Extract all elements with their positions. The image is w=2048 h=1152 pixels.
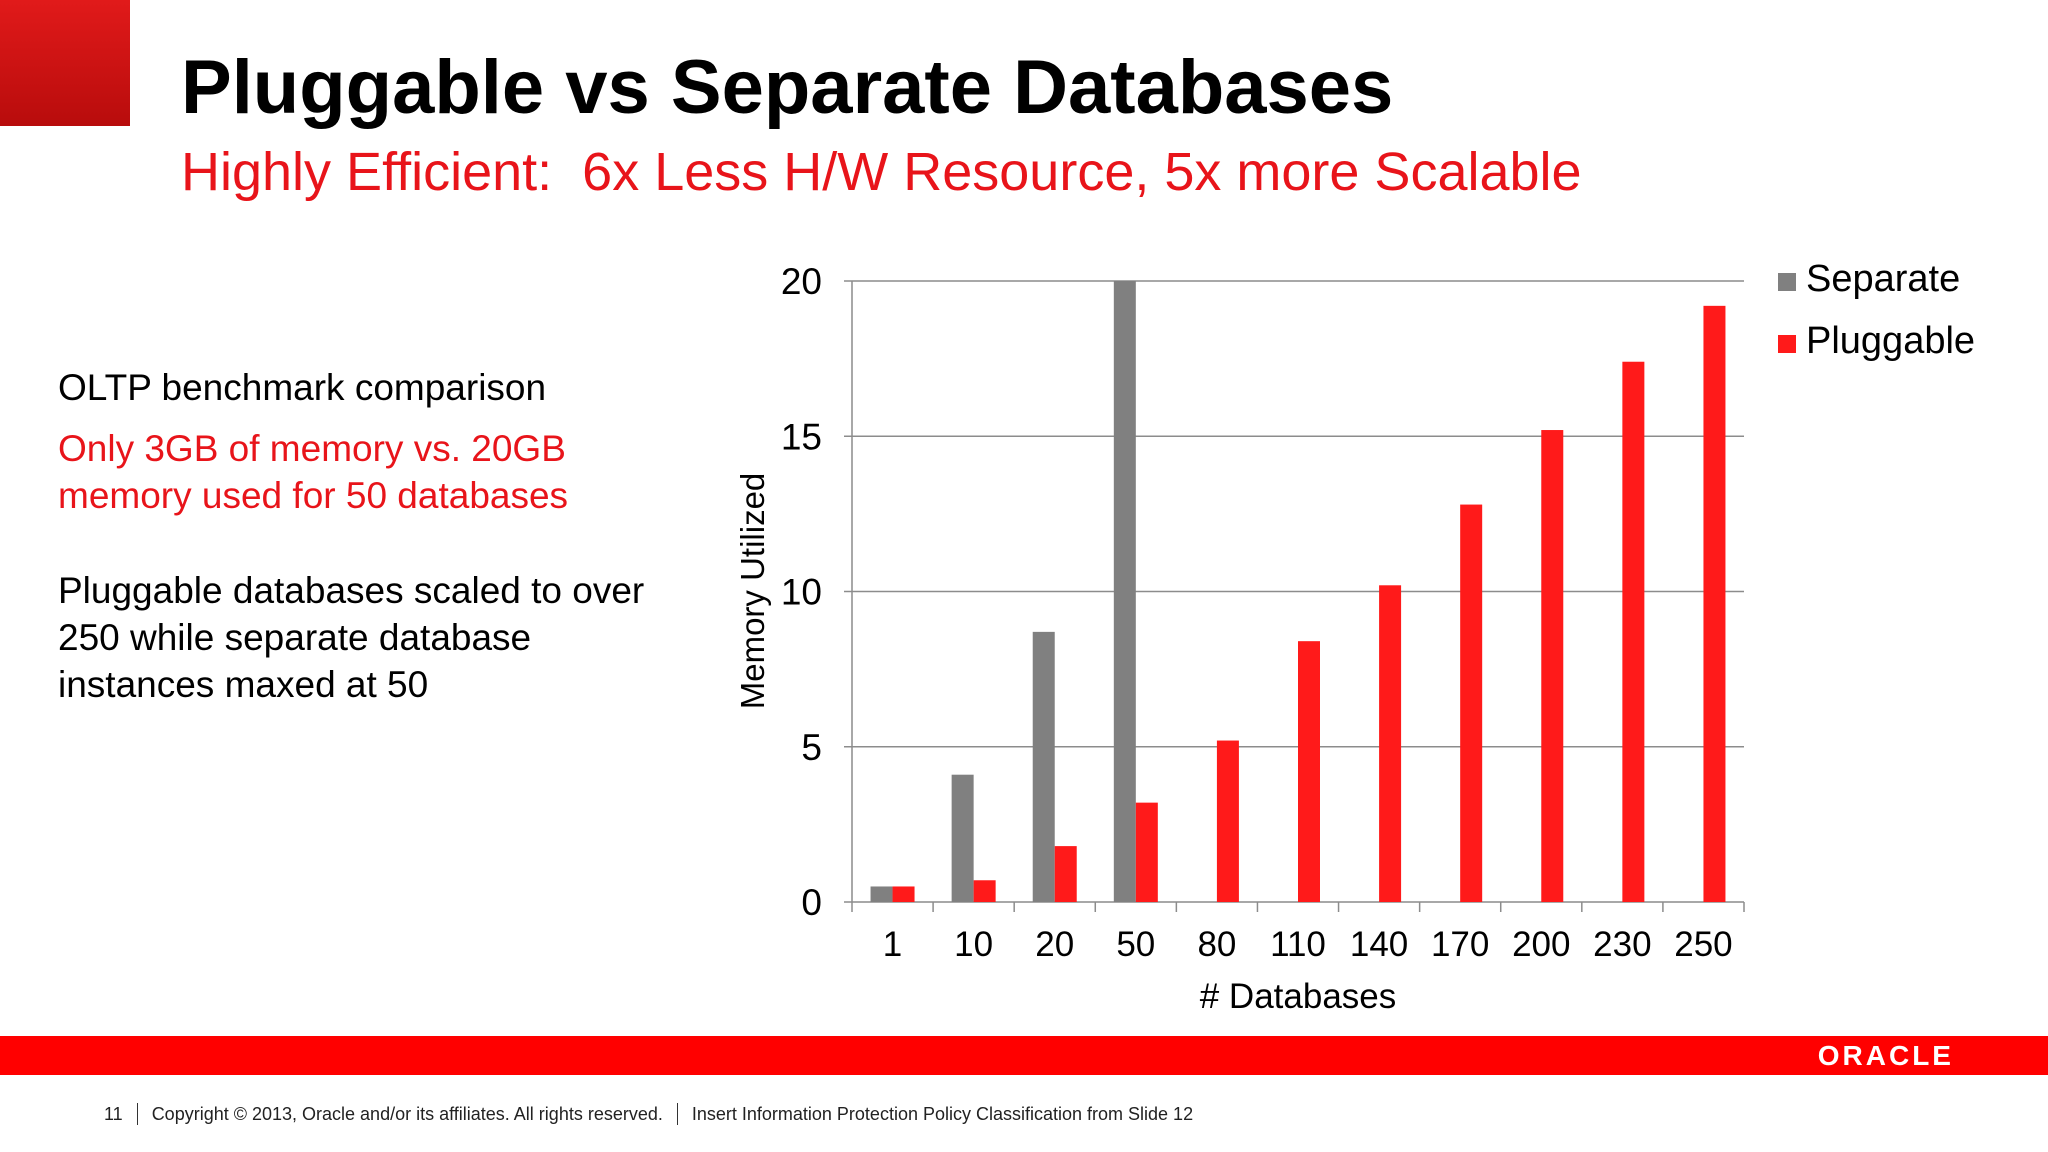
scaling-note: Pluggable databases scaled to over 250 w… [58,570,645,705]
benchmark-label: OLTP benchmark comparison [58,367,547,408]
footer-bar [0,1036,2048,1075]
legend-label-separate: Separate [1806,258,1960,300]
x-tick-label: 10 [954,925,993,964]
copyright-text: Copyright © 2013, Oracle and/or its affi… [151,1103,663,1124]
y-axis-title: Memory Utilized [734,473,771,710]
y-tick-label: 10 [781,572,822,613]
bar-pluggable-200 [1541,430,1564,902]
footer: 11 Copyright © 2013, Oracle and/or its a… [104,1103,1193,1125]
x-tick-label: 20 [1035,925,1074,964]
footer-divider [136,1103,138,1125]
footer-divider [676,1103,678,1125]
y-tick-label: 20 [781,261,822,302]
oracle-logo: ORACLE [1817,1040,1954,1071]
x-tick-label: 230 [1593,925,1651,964]
slide-title: Pluggable vs Separate Databases [181,45,1394,130]
y-tick-label: 15 [781,416,822,457]
bar-pluggable-1 [892,886,915,902]
x-tick-label: 50 [1116,925,1155,964]
legend-label-pluggable: Pluggable [1806,320,1975,362]
bar-pluggable-50 [1135,802,1158,902]
bar-pluggable-230 [1622,361,1645,903]
x-tick-label: 1 [883,925,902,964]
bar-separate-1 [870,886,893,902]
memory-highlight: Only 3GB of memory vs. 20GB memory used … [58,428,569,516]
bar-pluggable-20 [1054,846,1077,902]
classification-text: Insert Information Protection Policy Cla… [691,1103,1194,1124]
bar-pluggable-170 [1460,504,1483,902]
corner-accent [0,0,130,126]
x-tick-label: 250 [1674,925,1732,964]
legend-swatch-pluggable [1778,335,1796,353]
bar-separate-50 [1113,281,1136,902]
y-tick-label: 0 [801,882,822,923]
legend-swatch-separate [1778,273,1796,291]
bar-separate-10 [951,774,974,902]
slide-subtitle: Highly Efficient: 6x Less H/W Resource, … [181,142,1582,202]
x-tick-label: 200 [1512,925,1570,964]
y-tick-label: 5 [801,727,822,768]
bar-pluggable-110 [1298,641,1320,902]
bar-pluggable-250 [1703,305,1726,903]
bar-pluggable-10 [973,880,996,902]
x-tick-label: 170 [1431,925,1489,964]
bar-pluggable-140 [1379,585,1402,902]
bar-separate-20 [1032,631,1055,902]
x-axis-title: # Databases [1200,977,1397,1016]
page-number: 11 [104,1103,123,1124]
x-tick-label: 110 [1270,925,1326,964]
x-tick-label: 140 [1350,925,1408,964]
x-tick-label: 80 [1197,925,1236,964]
bar-pluggable-80 [1216,740,1239,902]
